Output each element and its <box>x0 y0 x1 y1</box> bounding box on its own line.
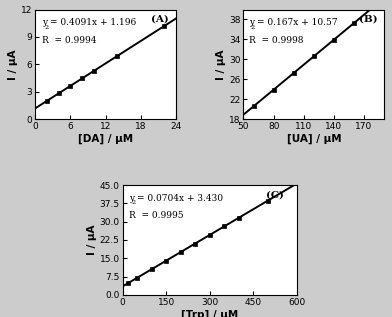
Text: R  = 0.9994: R = 0.9994 <box>42 36 97 45</box>
X-axis label: [DA] / μM: [DA] / μM <box>78 134 133 144</box>
Y-axis label: I / μA: I / μA <box>216 49 227 80</box>
Text: R  = 0.9995: R = 0.9995 <box>129 211 184 220</box>
Y-axis label: I / μA: I / μA <box>87 225 97 255</box>
Text: R  = 0.9998: R = 0.9998 <box>249 36 304 45</box>
Text: 2: 2 <box>251 25 255 30</box>
Text: 2: 2 <box>44 25 48 30</box>
X-axis label: [UA] / μM: [UA] / μM <box>287 134 341 144</box>
Text: (B): (B) <box>359 15 377 24</box>
X-axis label: [Trp] / μM: [Trp] / μM <box>181 309 238 317</box>
Text: y = 0.0704x + 3.430: y = 0.0704x + 3.430 <box>129 194 223 203</box>
Text: 2: 2 <box>132 200 136 205</box>
Text: (C): (C) <box>265 191 283 200</box>
Text: (A): (A) <box>151 15 169 24</box>
Y-axis label: I / μA: I / μA <box>8 49 18 80</box>
Text: y = 0.4091x + 1.196: y = 0.4091x + 1.196 <box>42 18 136 27</box>
Text: y = 0.167x + 10.57: y = 0.167x + 10.57 <box>249 18 338 27</box>
